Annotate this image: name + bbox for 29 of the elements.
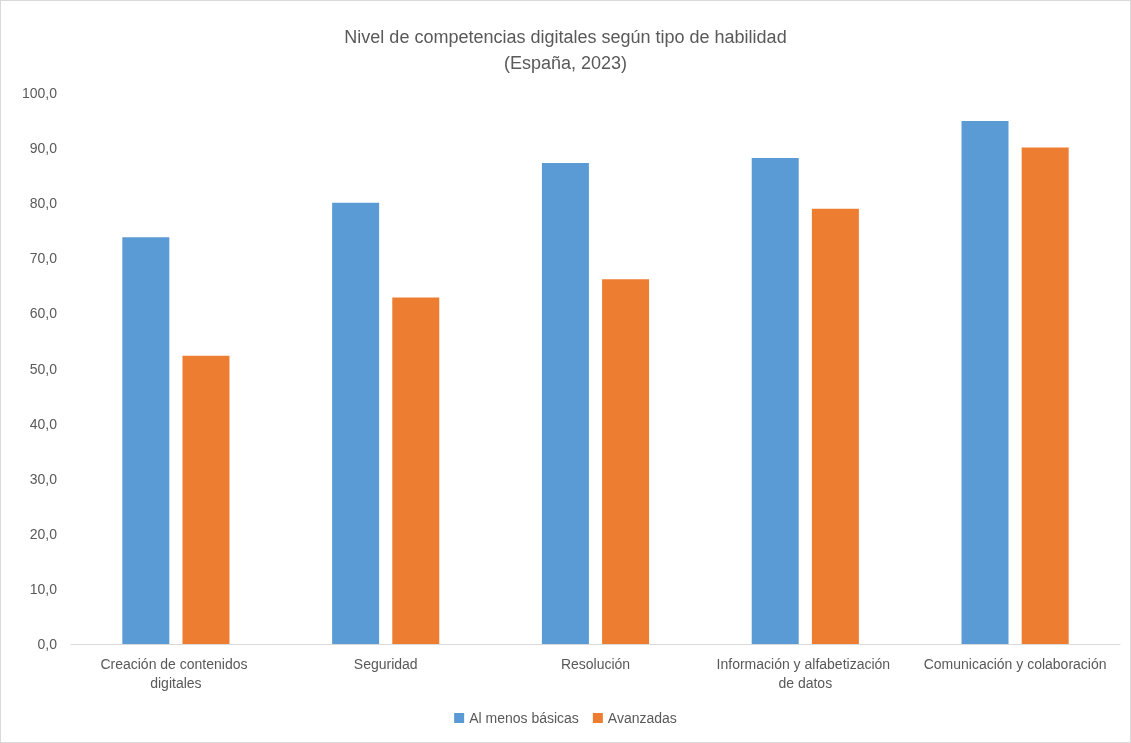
y-tick-label: 10,0	[29, 580, 58, 597]
bar	[751, 158, 799, 644]
x-tick-label: Comunicación y colaboración	[923, 655, 1107, 672]
y-tick-label: 0,0	[37, 636, 58, 652]
bar	[1021, 147, 1069, 644]
bar	[332, 202, 380, 644]
bar	[541, 162, 589, 644]
x-tick-label: Resolución	[560, 655, 631, 672]
bar	[961, 121, 1009, 644]
legend-label: Avanzadas	[607, 710, 677, 726]
y-tick-label: 30,0	[29, 470, 58, 487]
x-tick-label: Información y alfabetización de datos	[716, 655, 895, 691]
bar	[122, 237, 170, 644]
bar	[811, 208, 859, 644]
y-tick-label: 50,0	[29, 360, 58, 377]
bar	[602, 279, 650, 644]
chart-title: Nivel de competencias digitales según tipo de habilidad (España, 2023)	[344, 27, 787, 73]
x-tick-label: Creación de contenidos digitales	[100, 655, 252, 691]
y-tick-label: 80,0	[29, 195, 58, 212]
y-tick-label: 20,0	[29, 525, 58, 542]
y-tick-label: 90,0	[29, 140, 58, 157]
legend-label: Al menos básicas	[469, 710, 579, 726]
bar	[182, 355, 230, 644]
y-tick-label: 60,0	[29, 305, 58, 322]
y-tick-label: 40,0	[29, 415, 58, 432]
y-tick-label: 70,0	[29, 250, 58, 267]
x-tick-label: Seguridad	[353, 655, 418, 672]
bar	[392, 297, 440, 644]
y-tick-label: 100,0	[21, 85, 58, 101]
